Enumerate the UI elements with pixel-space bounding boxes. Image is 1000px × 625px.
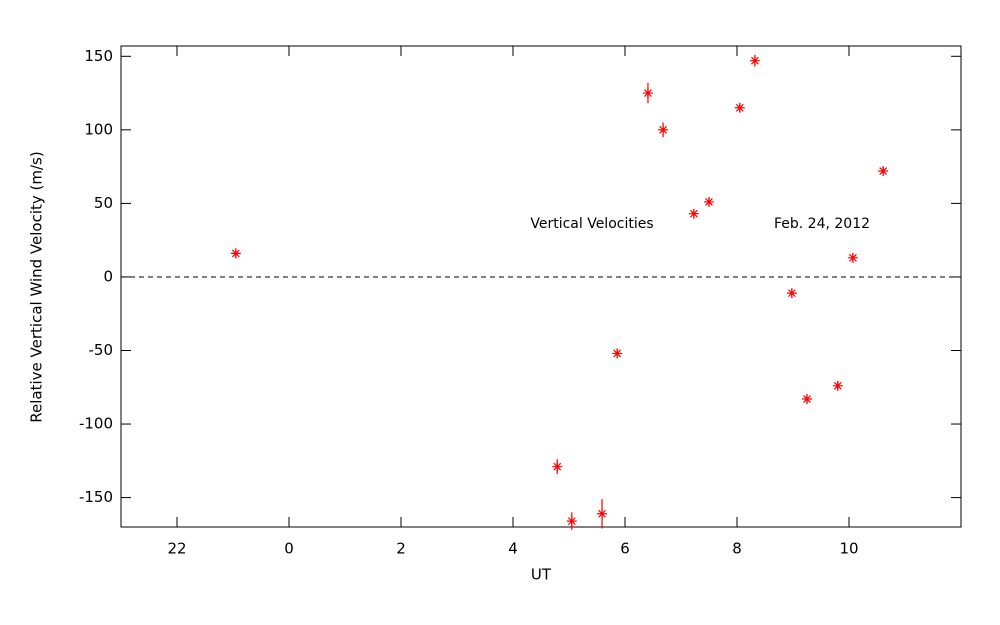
point <box>847 252 858 263</box>
x-tick-label: 2 <box>396 540 406 558</box>
y-tick-label: 50 <box>94 194 113 212</box>
y-axis-label: Relative Vertical Wind Velocity (m/s) <box>28 151 46 422</box>
y-tick-label: -100 <box>79 415 113 433</box>
point <box>597 508 608 519</box>
plot-frame <box>120 45 962 528</box>
point <box>658 124 669 135</box>
point <box>734 102 745 113</box>
point <box>704 196 714 207</box>
y-tick-label: 100 <box>84 120 113 138</box>
x-tick-label: 10 <box>839 540 858 558</box>
y-tick-label: -150 <box>79 488 113 506</box>
annotation: Vertical Velocities <box>530 216 653 232</box>
x-tick-label: 6 <box>620 540 630 558</box>
y-tick-label: 150 <box>84 47 113 65</box>
x-tick-label: 0 <box>284 540 294 558</box>
point <box>566 516 577 527</box>
point <box>612 348 623 359</box>
point <box>688 208 699 219</box>
point <box>878 166 889 177</box>
point <box>832 380 843 391</box>
point <box>552 461 563 472</box>
x-tick-label: 8 <box>732 540 742 558</box>
x-tick-label: 4 <box>508 540 518 558</box>
y-tick-label: 0 <box>103 267 113 285</box>
x-tick-label: 22 <box>167 540 186 558</box>
annotation: Feb. 24, 2012 <box>774 216 870 232</box>
point <box>802 394 812 405</box>
point <box>749 55 760 66</box>
x-axis-label: UT <box>531 566 552 584</box>
point <box>642 88 653 99</box>
point <box>230 248 241 259</box>
y-tick-label: -50 <box>89 341 114 359</box>
point <box>786 288 797 299</box>
